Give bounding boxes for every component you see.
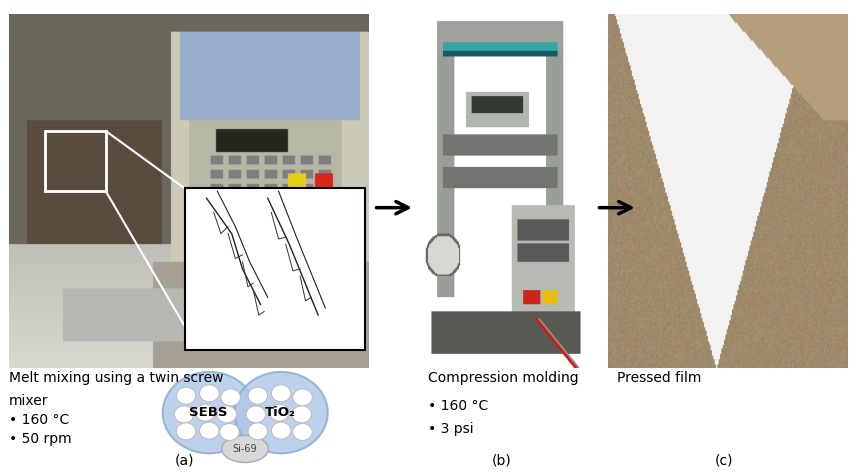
Text: TiO₂: TiO₂ <box>265 406 296 419</box>
Text: Si-69: Si-69 <box>233 444 257 454</box>
Circle shape <box>217 406 237 423</box>
Ellipse shape <box>222 435 268 463</box>
Text: Melt mixing using a twin screw: Melt mixing using a twin screw <box>9 371 223 385</box>
Text: • 50 rpm: • 50 rpm <box>9 432 71 446</box>
Circle shape <box>269 404 289 421</box>
Circle shape <box>177 423 195 440</box>
Text: (a): (a) <box>175 453 194 467</box>
Circle shape <box>195 404 215 421</box>
Circle shape <box>272 422 291 439</box>
Ellipse shape <box>235 372 327 453</box>
Circle shape <box>272 385 291 402</box>
Text: SEBS: SEBS <box>189 406 228 419</box>
Circle shape <box>293 389 312 406</box>
Circle shape <box>200 385 219 402</box>
Text: (b): (b) <box>491 453 512 467</box>
Text: (c): (c) <box>715 453 734 467</box>
Bar <box>185 187 365 350</box>
Bar <box>45 131 105 191</box>
Circle shape <box>177 387 195 404</box>
Circle shape <box>292 406 311 423</box>
Circle shape <box>249 387 267 404</box>
Text: Compression molding: Compression molding <box>428 371 579 385</box>
Circle shape <box>221 389 240 406</box>
Text: mixer: mixer <box>9 394 48 408</box>
Text: • 160 °C: • 160 °C <box>428 399 488 413</box>
Circle shape <box>174 406 194 423</box>
Text: • 160 °C: • 160 °C <box>9 413 69 427</box>
Circle shape <box>219 423 239 440</box>
Circle shape <box>293 423 312 440</box>
Ellipse shape <box>163 372 256 453</box>
Circle shape <box>246 406 266 423</box>
Circle shape <box>200 422 219 439</box>
Text: Pressed film: Pressed film <box>617 371 701 385</box>
Circle shape <box>249 423 267 440</box>
Text: • 3 psi: • 3 psi <box>428 422 474 437</box>
